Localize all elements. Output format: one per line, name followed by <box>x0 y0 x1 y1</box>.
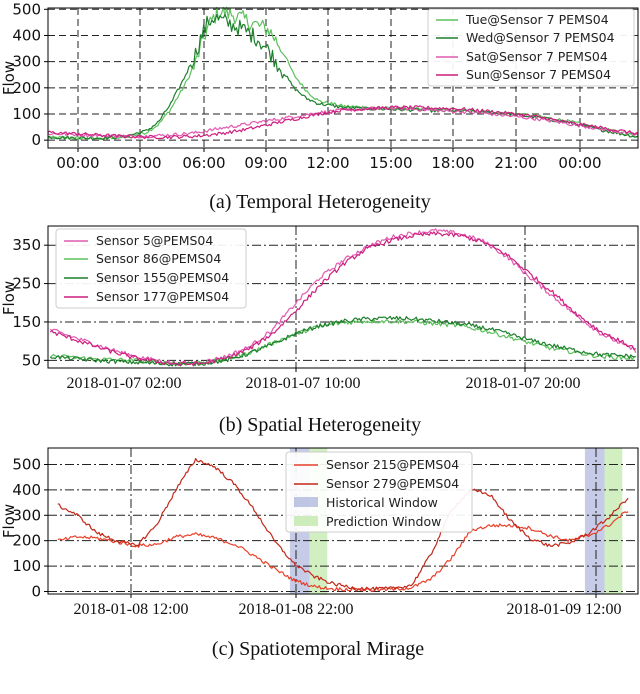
legend-sensor155: Sensor 155@PEMS04 <box>96 270 229 285</box>
x-tick-label: 2018-01-07 10:00 <box>245 375 360 392</box>
legend: Sensor 5@PEMS04 Sensor 86@PEMS04 Sensor … <box>55 228 247 309</box>
plot-frame <box>47 225 639 369</box>
x-tick-label: 12:00 <box>306 154 349 172</box>
y-tick-label: 200 <box>12 532 41 550</box>
y-axis-label: Flow <box>0 504 18 538</box>
caption-a: (a) Temporal Heterogeneity <box>209 191 430 213</box>
legend-sensor215: Sensor 215@PEMS04 <box>326 457 459 472</box>
series-line-3 <box>47 105 639 140</box>
y-tick-label: 150 <box>12 313 41 331</box>
y-tick-label: 300 <box>12 506 41 524</box>
plot-frame <box>47 7 639 149</box>
legend-sensor86: Sensor 86@PEMS04 <box>96 251 221 266</box>
x-tick-label: 09:00 <box>244 154 287 172</box>
x-tick-label: 2018-01-08 12:00 <box>73 601 188 618</box>
y-axis-label: Flow <box>0 281 18 315</box>
legend-sat: Sat@Sensor 7 PEMS04 <box>466 49 608 64</box>
chart-temporal: 0 100 200 300 400 500 00:00 03:00 06:00 09:00 12:… <box>0 0 639 213</box>
legend-sun: Sun@Sensor 7 PEMS04 <box>466 67 611 82</box>
y-tick-label: 0 <box>31 582 41 600</box>
chart-spatial: 50 150 250 350 2018-01-07 02:00 2018-01-07 1… <box>0 225 639 436</box>
legend-historical-window: Historical Window <box>326 495 438 510</box>
y-tick-label: 250 <box>12 275 41 293</box>
y-tick-label: 0 <box>31 131 41 149</box>
x-tick-label: 18:00 <box>431 154 474 172</box>
x-tick-label: 00:00 <box>558 154 601 172</box>
series-line-0 <box>57 511 629 592</box>
y-tick-label: 100 <box>12 105 41 123</box>
y-tick-label: 200 <box>12 79 41 97</box>
series-line-2 <box>47 106 639 139</box>
legend-wed: Wed@Sensor 7 PEMS04 <box>466 30 615 45</box>
series-line-0 <box>49 228 637 367</box>
y-tick-label: 350 <box>12 236 41 254</box>
x-tick-label: 2018-01-07 20:00 <box>465 375 580 392</box>
series-line-0 <box>47 6 639 140</box>
historical-window-band <box>584 448 605 594</box>
legend-sensor5: Sensor 5@PEMS04 <box>96 233 213 248</box>
series-line-3 <box>49 231 637 367</box>
y-tick-label: 500 <box>12 0 41 18</box>
y-axis-label: Flow <box>0 61 18 95</box>
legend-prediction-window: Prediction Window <box>326 514 441 529</box>
x-tick-label: 06:00 <box>182 154 225 172</box>
x-tick-label: 00:00 <box>56 154 99 172</box>
y-tick-label: 50 <box>22 351 41 369</box>
legend-tue: Tue@Sensor 7 PEMS04 <box>465 12 609 27</box>
legend: Sensor 215@PEMS04 Sensor 279@PEMS04 Hist… <box>285 451 473 533</box>
y-tick-label: 500 <box>12 456 41 474</box>
caption-c: (c) Spatiotemporal Mirage <box>212 638 424 660</box>
y-tick-label: 400 <box>12 26 41 44</box>
series-line-2 <box>49 315 636 367</box>
y-tick-label: 400 <box>12 481 41 499</box>
legend-sensor177: Sensor 177@PEMS04 <box>96 289 229 304</box>
plot-frame <box>47 447 639 595</box>
x-tick-label: 03:00 <box>118 154 161 172</box>
x-tick-label: 15:00 <box>369 154 412 172</box>
series-line-1 <box>57 458 629 592</box>
y-tick-label: 300 <box>12 53 41 71</box>
x-tick-label: 2018-01-07 02:00 <box>66 375 181 392</box>
x-tick-label: 21:00 <box>494 154 537 172</box>
x-tick-label: 2018-01-09 12:00 <box>506 601 621 618</box>
x-tick-label: 2018-01-08 22:00 <box>238 601 353 618</box>
y-tick-label: 100 <box>12 557 41 575</box>
legend-sensor279: Sensor 279@PEMS04 <box>326 476 459 491</box>
chart-mirage: 0 100 200 300 400 500 2018-01-08 12:00 2018-01… <box>0 447 639 660</box>
legend: Tue@Sensor 7 PEMS04 Wed@Sensor 7 PEMS04 … <box>427 8 635 87</box>
caption-b: (b) Spatial Heterogeneity <box>219 414 421 436</box>
